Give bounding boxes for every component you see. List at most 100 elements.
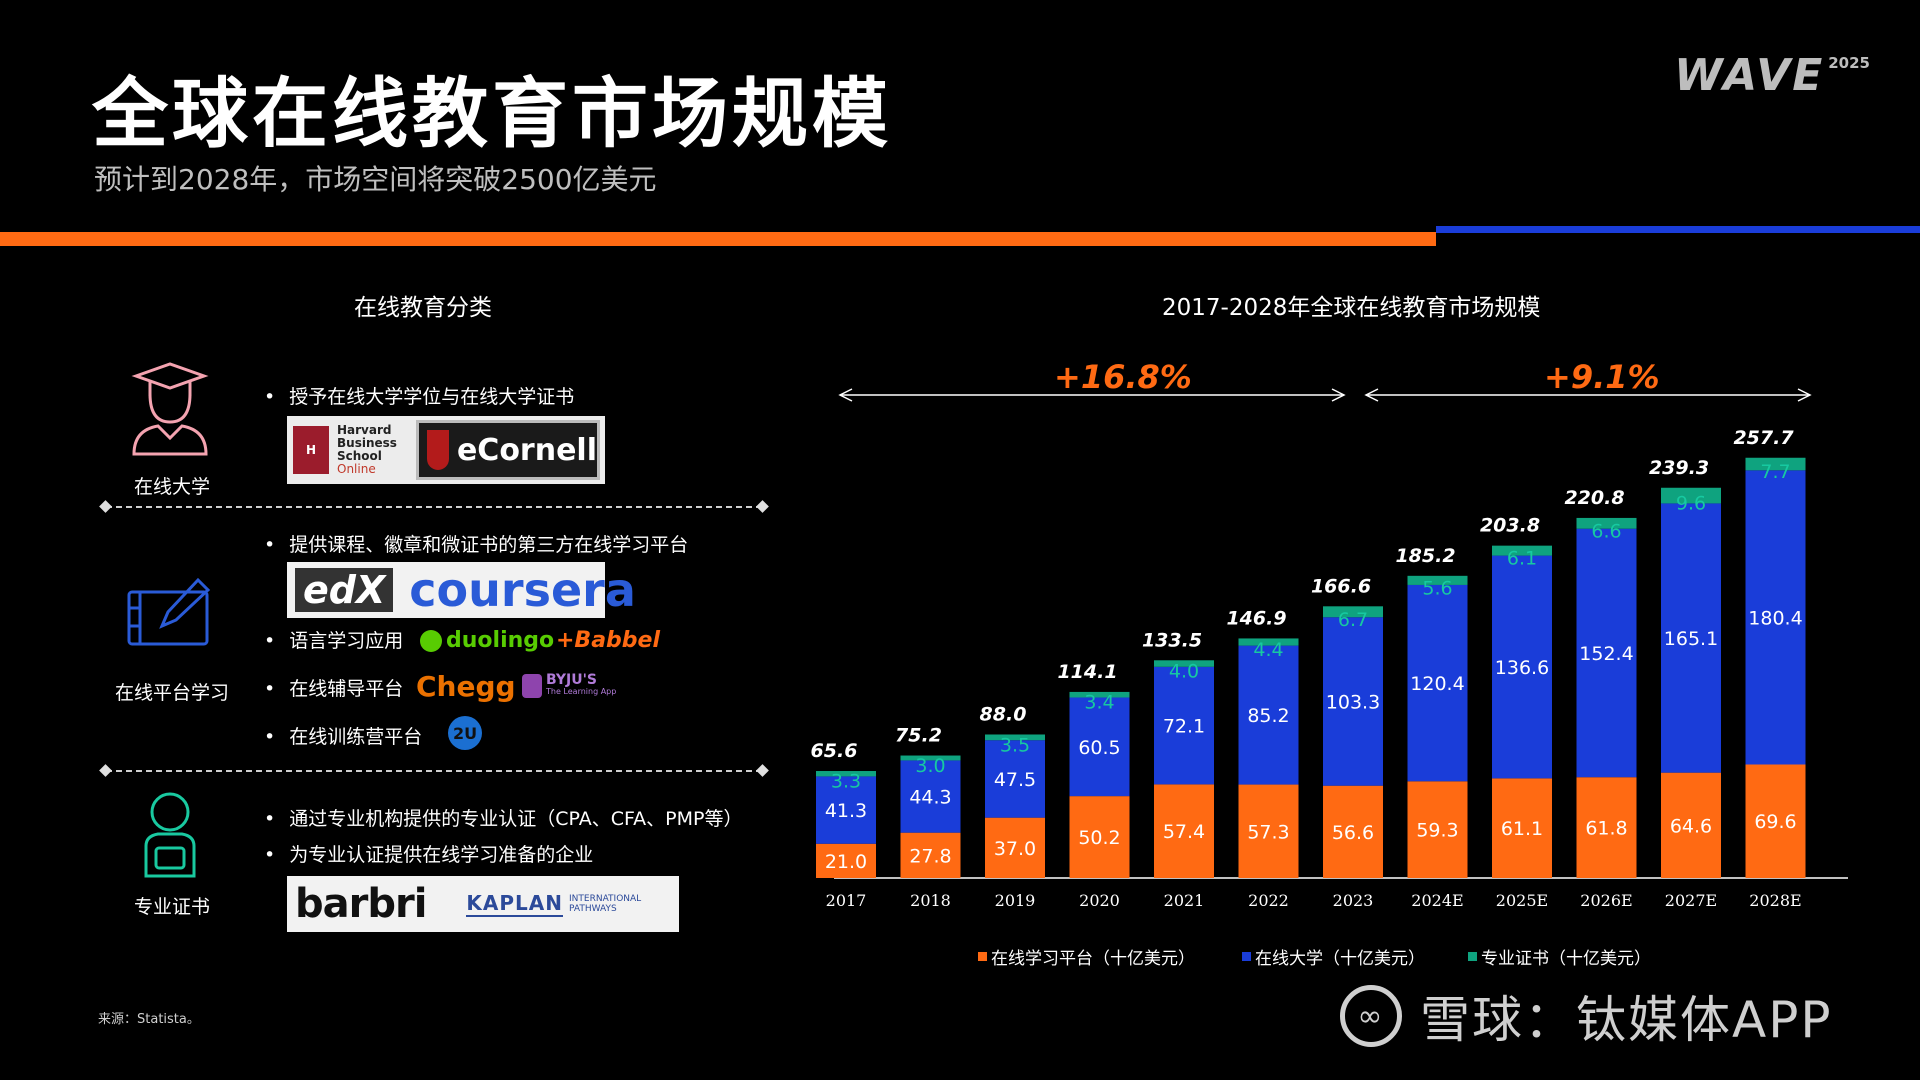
bar-segment (1323, 785, 1383, 878)
bar-segment (1238, 784, 1299, 878)
x-tick-label: 2022 (1248, 891, 1289, 910)
bar-segment (1492, 778, 1552, 878)
page-subtitle: 预计到2028年，市场空间将突破2500亿美元 (94, 163, 657, 196)
data-label: 61.1 (1501, 818, 1543, 840)
bar-segment (1576, 517, 1637, 529)
data-label: 56.6 (1332, 822, 1374, 844)
legend-item-certificate: 专业证书（十亿美元） (1468, 944, 1651, 969)
duolingo-owl-icon (420, 630, 442, 652)
category-label-professional-certificate: 专业证书 (133, 896, 210, 918)
logo-byjus: BYJU'S The Learning App (522, 673, 616, 698)
growth-arrow-2-head-right (1797, 388, 1812, 402)
certificate-person-icon (144, 792, 196, 878)
bar-segment (1323, 606, 1383, 618)
logo-kaplan: KAPLAN INTERNATIONAL PATHWAYS (466, 891, 642, 917)
byjus-b-icon (522, 674, 542, 698)
category-label-online-university: 在线大学 (133, 476, 210, 498)
data-label: 27.8 (909, 845, 951, 867)
x-tick-label: 2019 (995, 891, 1036, 910)
legend-swatch (1468, 952, 1477, 961)
bullet-text: 授予在线大学学位与在线大学证书 (264, 382, 574, 409)
x-tick-label: 2028E (1749, 891, 1801, 910)
logo-coursera: coursera (409, 563, 636, 617)
logo-babbel: +Babbel (556, 628, 661, 653)
x-tick-label: 2025E (1496, 891, 1548, 910)
data-label: 3.0 (915, 755, 945, 777)
data-label: 5.6 (1422, 577, 1452, 599)
bullet-text: 在线辅导平台 (264, 674, 403, 701)
logo-duolingo: duolingo (420, 628, 554, 653)
x-tick-label: 2020 (1079, 891, 1120, 910)
growth-rate-2: +9.1% (1544, 358, 1660, 396)
bar-segment (1323, 617, 1383, 786)
data-label: 44.3 (909, 787, 951, 809)
bar-segment (1069, 691, 1130, 698)
brand-word: WAVE (1674, 50, 1825, 101)
bar-segment (985, 740, 1045, 818)
data-label: 3.5 (1000, 734, 1030, 756)
bar-segment (1238, 638, 1299, 646)
x-tick-label: 2024E (1411, 891, 1463, 910)
data-label: 3.3 (831, 771, 861, 793)
data-label: 180.4 (1748, 607, 1802, 629)
growth-arrow-1-head-left (838, 388, 853, 402)
brand-logo: WAVE 2025 (1674, 50, 1870, 101)
total-label: 65.6 (811, 740, 858, 762)
data-label: 4.4 (1253, 639, 1283, 661)
graduate-icon (131, 362, 209, 456)
data-label: 57.3 (1247, 821, 1289, 843)
left-panel-heading: 在线教育分类 (354, 295, 492, 321)
bar-segment (1407, 575, 1468, 585)
harvard-shield-icon: H (293, 426, 329, 474)
bar-segment (1745, 764, 1806, 878)
data-label: 61.8 (1585, 818, 1627, 840)
total-label: 220.8 (1564, 487, 1624, 509)
total-label: 166.6 (1311, 575, 1371, 597)
x-tick-label: 2017 (826, 891, 867, 910)
data-label: 6.7 (1338, 609, 1368, 631)
growth-arrow-1-head-right (1331, 388, 1346, 402)
bar-segment (1407, 584, 1468, 782)
bar-segment (816, 771, 876, 777)
watermark: ∞ 雪球：钛媒体APP (1340, 980, 1833, 1052)
data-label: 103.3 (1326, 691, 1380, 713)
data-label: 41.3 (825, 800, 867, 822)
growth-arrow-2-head-left (1364, 388, 1379, 402)
brand-year: 2025 (1828, 54, 1870, 72)
total-label: 257.7 (1733, 427, 1794, 449)
bar-segment (1661, 503, 1721, 773)
bar-segment (1154, 666, 1214, 785)
snowball-logo-icon: ∞ (1340, 985, 1402, 1047)
bullet-text: 提供课程、徽章和微证书的第三方在线学习平台 (264, 530, 688, 557)
bar-segment (816, 776, 876, 844)
bullet-text: 在线训练营平台 (264, 722, 422, 749)
data-label: 37.0 (994, 838, 1036, 860)
data-label: 50.2 (1078, 827, 1120, 849)
bar-segment (1661, 772, 1721, 878)
legend-swatch (978, 952, 987, 961)
ecornell-shield-icon (427, 430, 449, 470)
bar-segment (816, 843, 876, 878)
logo-2u: 2U (448, 716, 482, 750)
data-label: 69.6 (1754, 811, 1796, 833)
data-label: 59.3 (1416, 820, 1458, 842)
bar-segment (985, 734, 1045, 741)
bar-segment (1238, 645, 1299, 785)
logo-edx: edX (295, 568, 394, 612)
legend-item-university: 在线大学（十亿美元） (1242, 944, 1425, 969)
data-label: 136.6 (1495, 657, 1549, 679)
total-label: 75.2 (895, 725, 942, 747)
data-label: 165.1 (1664, 628, 1718, 650)
logo-barbri-kaplan: barbri KAPLAN INTERNATIONAL PATHWAYS (287, 876, 679, 932)
bar-segment (1492, 555, 1552, 779)
data-label: 72.1 (1163, 716, 1205, 738)
x-tick-label: 2021 (1164, 891, 1205, 910)
total-label: 133.5 (1142, 629, 1202, 651)
logo-ecornell: eCornell (416, 420, 600, 480)
pen-tablet-icon (127, 577, 211, 646)
bar-segment (900, 755, 961, 761)
hbs-wordmark: Harvard Business School Online (337, 423, 397, 476)
data-label: 4.0 (1169, 661, 1199, 683)
bar-segment (1407, 781, 1468, 878)
